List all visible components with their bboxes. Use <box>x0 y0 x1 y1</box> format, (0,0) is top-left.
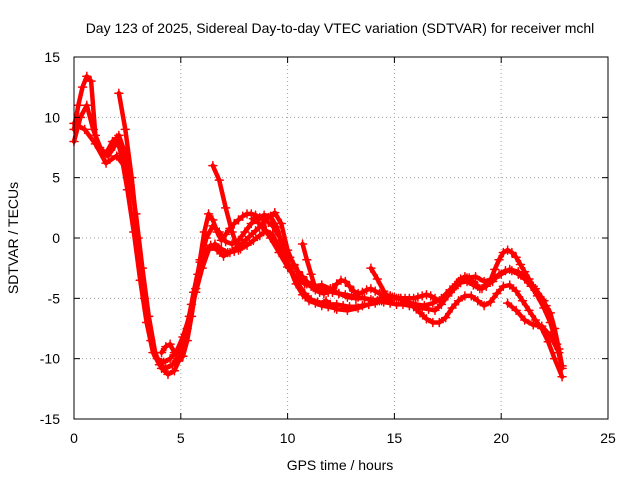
x-tick-label: 20 <box>493 430 509 446</box>
x-tick-label: 0 <box>70 430 78 446</box>
x-tick-label: 10 <box>280 430 296 446</box>
y-tick-label: -5 <box>48 290 61 306</box>
y-axis-label: SDTVAR / TECUs <box>5 182 21 294</box>
y-tick-label: 10 <box>44 109 60 125</box>
chart-title: Day 123 of 2025, Sidereal Day-to-day VTE… <box>86 20 595 36</box>
x-axis-label: GPS time / hours <box>287 457 394 473</box>
chart-background <box>0 0 640 480</box>
y-tick-label: 0 <box>52 230 60 246</box>
x-tick-label: 15 <box>387 430 403 446</box>
y-tick-label: -15 <box>40 411 60 427</box>
x-tick-label: 25 <box>600 430 616 446</box>
y-tick-label: 5 <box>52 170 60 186</box>
y-tick-label: 15 <box>44 49 60 65</box>
x-tick-label: 5 <box>177 430 185 446</box>
chart-area: 0 5 10 15 20 25 -15 -10 -5 0 5 10 15 Day 123 of 2025… <box>0 0 640 480</box>
y-tick-label: -10 <box>40 351 60 367</box>
